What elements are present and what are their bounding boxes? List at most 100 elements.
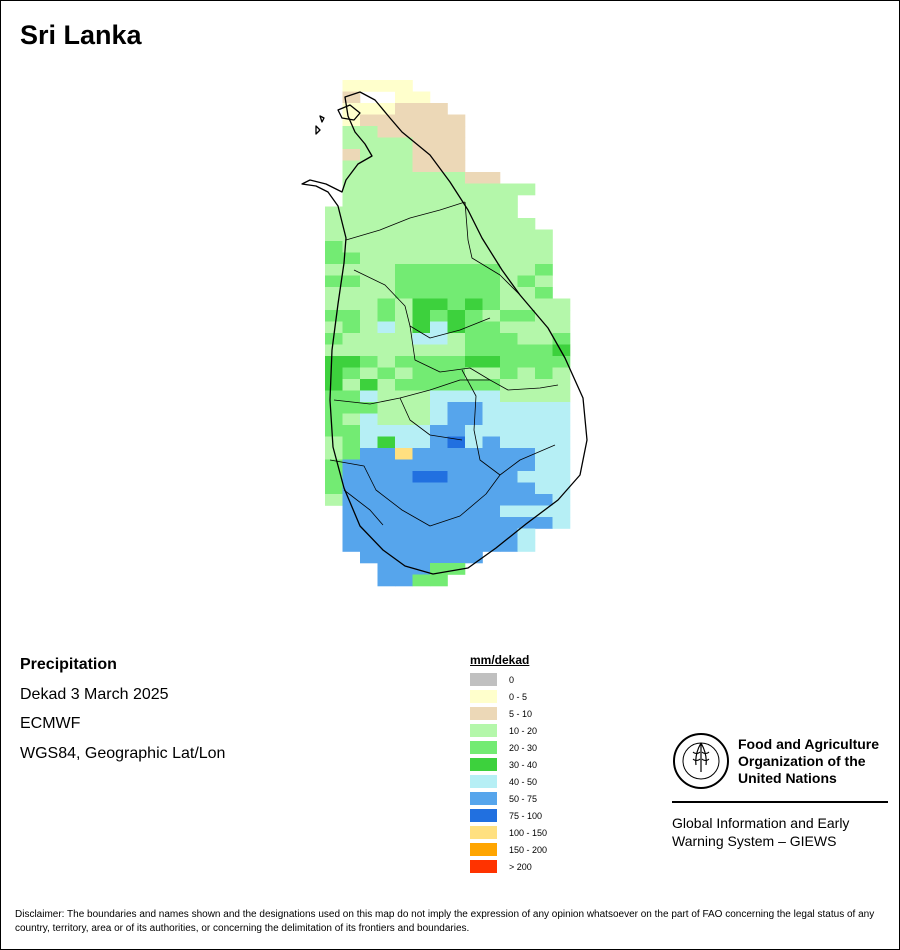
grid-cell xyxy=(500,287,518,299)
grid-cell xyxy=(500,517,518,529)
grid-cell xyxy=(395,126,413,138)
grid-cell xyxy=(517,252,536,265)
grid-cell xyxy=(377,172,396,184)
grid-cell xyxy=(342,494,361,506)
grid-cell xyxy=(535,275,553,288)
grid-cell xyxy=(465,287,483,299)
grid-cell xyxy=(552,436,571,449)
grid-cell xyxy=(325,482,343,495)
grid-cell xyxy=(517,413,536,426)
grid-cell xyxy=(535,333,553,345)
grid-cell xyxy=(430,436,448,449)
grid-cell xyxy=(360,425,378,437)
grid-cell xyxy=(360,402,378,414)
grid-cell xyxy=(535,287,553,299)
grid-cell xyxy=(535,310,553,322)
grid-cell xyxy=(500,459,518,472)
grid-cell xyxy=(412,149,431,161)
grid-cell xyxy=(377,333,396,345)
fao-name-line2: Organization of the xyxy=(738,753,866,769)
grid-cell xyxy=(552,413,571,426)
grid-cell xyxy=(482,241,501,253)
grid-cell xyxy=(342,264,361,276)
grid-cell xyxy=(412,494,431,506)
grid-cell xyxy=(395,333,413,345)
grid-cell xyxy=(395,91,413,104)
grid-cell xyxy=(482,482,501,495)
grid-cell xyxy=(430,574,448,587)
grid-cell xyxy=(430,540,448,552)
grid-cell xyxy=(377,264,396,276)
grid-cell xyxy=(447,528,466,541)
grid-cell xyxy=(360,517,378,529)
grid-cell xyxy=(447,448,466,460)
legend-item: 150 - 200 xyxy=(470,841,547,858)
grid-cell xyxy=(535,252,553,265)
grid-cell xyxy=(377,183,396,196)
grid-cell xyxy=(430,137,448,150)
grid-cell xyxy=(412,252,431,265)
legend-swatch xyxy=(470,741,497,754)
grid-cell xyxy=(430,413,448,426)
grid-cell xyxy=(395,425,413,437)
grid-cell xyxy=(412,137,431,150)
grid-cell xyxy=(412,367,431,380)
grid-cell xyxy=(430,551,448,564)
legend-item: 100 - 150 xyxy=(470,824,547,841)
grid-cell xyxy=(535,494,553,506)
grid-cell xyxy=(395,494,413,506)
variable-label: Precipitation xyxy=(20,656,117,673)
legend-item: 30 - 40 xyxy=(470,756,547,773)
legend-item: 0 xyxy=(470,671,547,688)
grid-cell xyxy=(412,310,431,322)
grid-cell xyxy=(412,356,431,368)
grid-cell xyxy=(465,275,483,288)
grid-cell xyxy=(465,344,483,357)
grid-cell xyxy=(412,91,431,104)
grid-cell xyxy=(482,390,501,403)
grid-cell xyxy=(447,126,466,138)
grid-cell xyxy=(535,241,553,253)
grid-cell xyxy=(360,356,378,368)
legend-item: 0 - 5 xyxy=(470,688,547,705)
grid-cell xyxy=(465,390,483,403)
grid-cell xyxy=(412,321,431,334)
grid-cell xyxy=(430,241,448,253)
grid-cell xyxy=(325,436,343,449)
grid-cell xyxy=(465,379,483,391)
grid-cell xyxy=(377,448,396,460)
grid-cell xyxy=(412,471,431,483)
legend-label: 150 - 200 xyxy=(509,844,548,855)
grid-cell xyxy=(465,413,483,426)
grid-cell xyxy=(482,310,501,322)
grid-cell xyxy=(395,528,413,541)
grid-cell xyxy=(412,540,431,552)
grid-cell xyxy=(377,482,396,495)
grid-cell xyxy=(447,241,466,253)
grid-cell xyxy=(517,183,536,196)
grid-cell xyxy=(482,459,501,472)
grid-cell xyxy=(465,471,483,483)
grid-cell xyxy=(447,172,466,184)
grid-cell xyxy=(377,528,396,541)
grid-cell xyxy=(360,114,378,127)
grid-cell xyxy=(447,563,466,575)
grid-cell xyxy=(465,551,483,564)
grid-cell xyxy=(377,344,396,357)
grid-cell xyxy=(447,275,466,288)
grid-cell xyxy=(447,252,466,265)
legend-swatch xyxy=(470,809,497,822)
grid-cell xyxy=(412,206,431,219)
grid-cell xyxy=(447,471,466,483)
grid-cell xyxy=(377,126,396,138)
grid-cell xyxy=(377,551,396,564)
grid-cell xyxy=(447,551,466,564)
grid-cell xyxy=(430,114,448,127)
grid-cell xyxy=(500,494,518,506)
grid-cell xyxy=(360,126,378,138)
grid-cell xyxy=(395,574,413,587)
grid-cell xyxy=(342,103,361,115)
grid-cell xyxy=(517,241,536,253)
grid-cell xyxy=(430,482,448,495)
grid-cell xyxy=(412,333,431,345)
